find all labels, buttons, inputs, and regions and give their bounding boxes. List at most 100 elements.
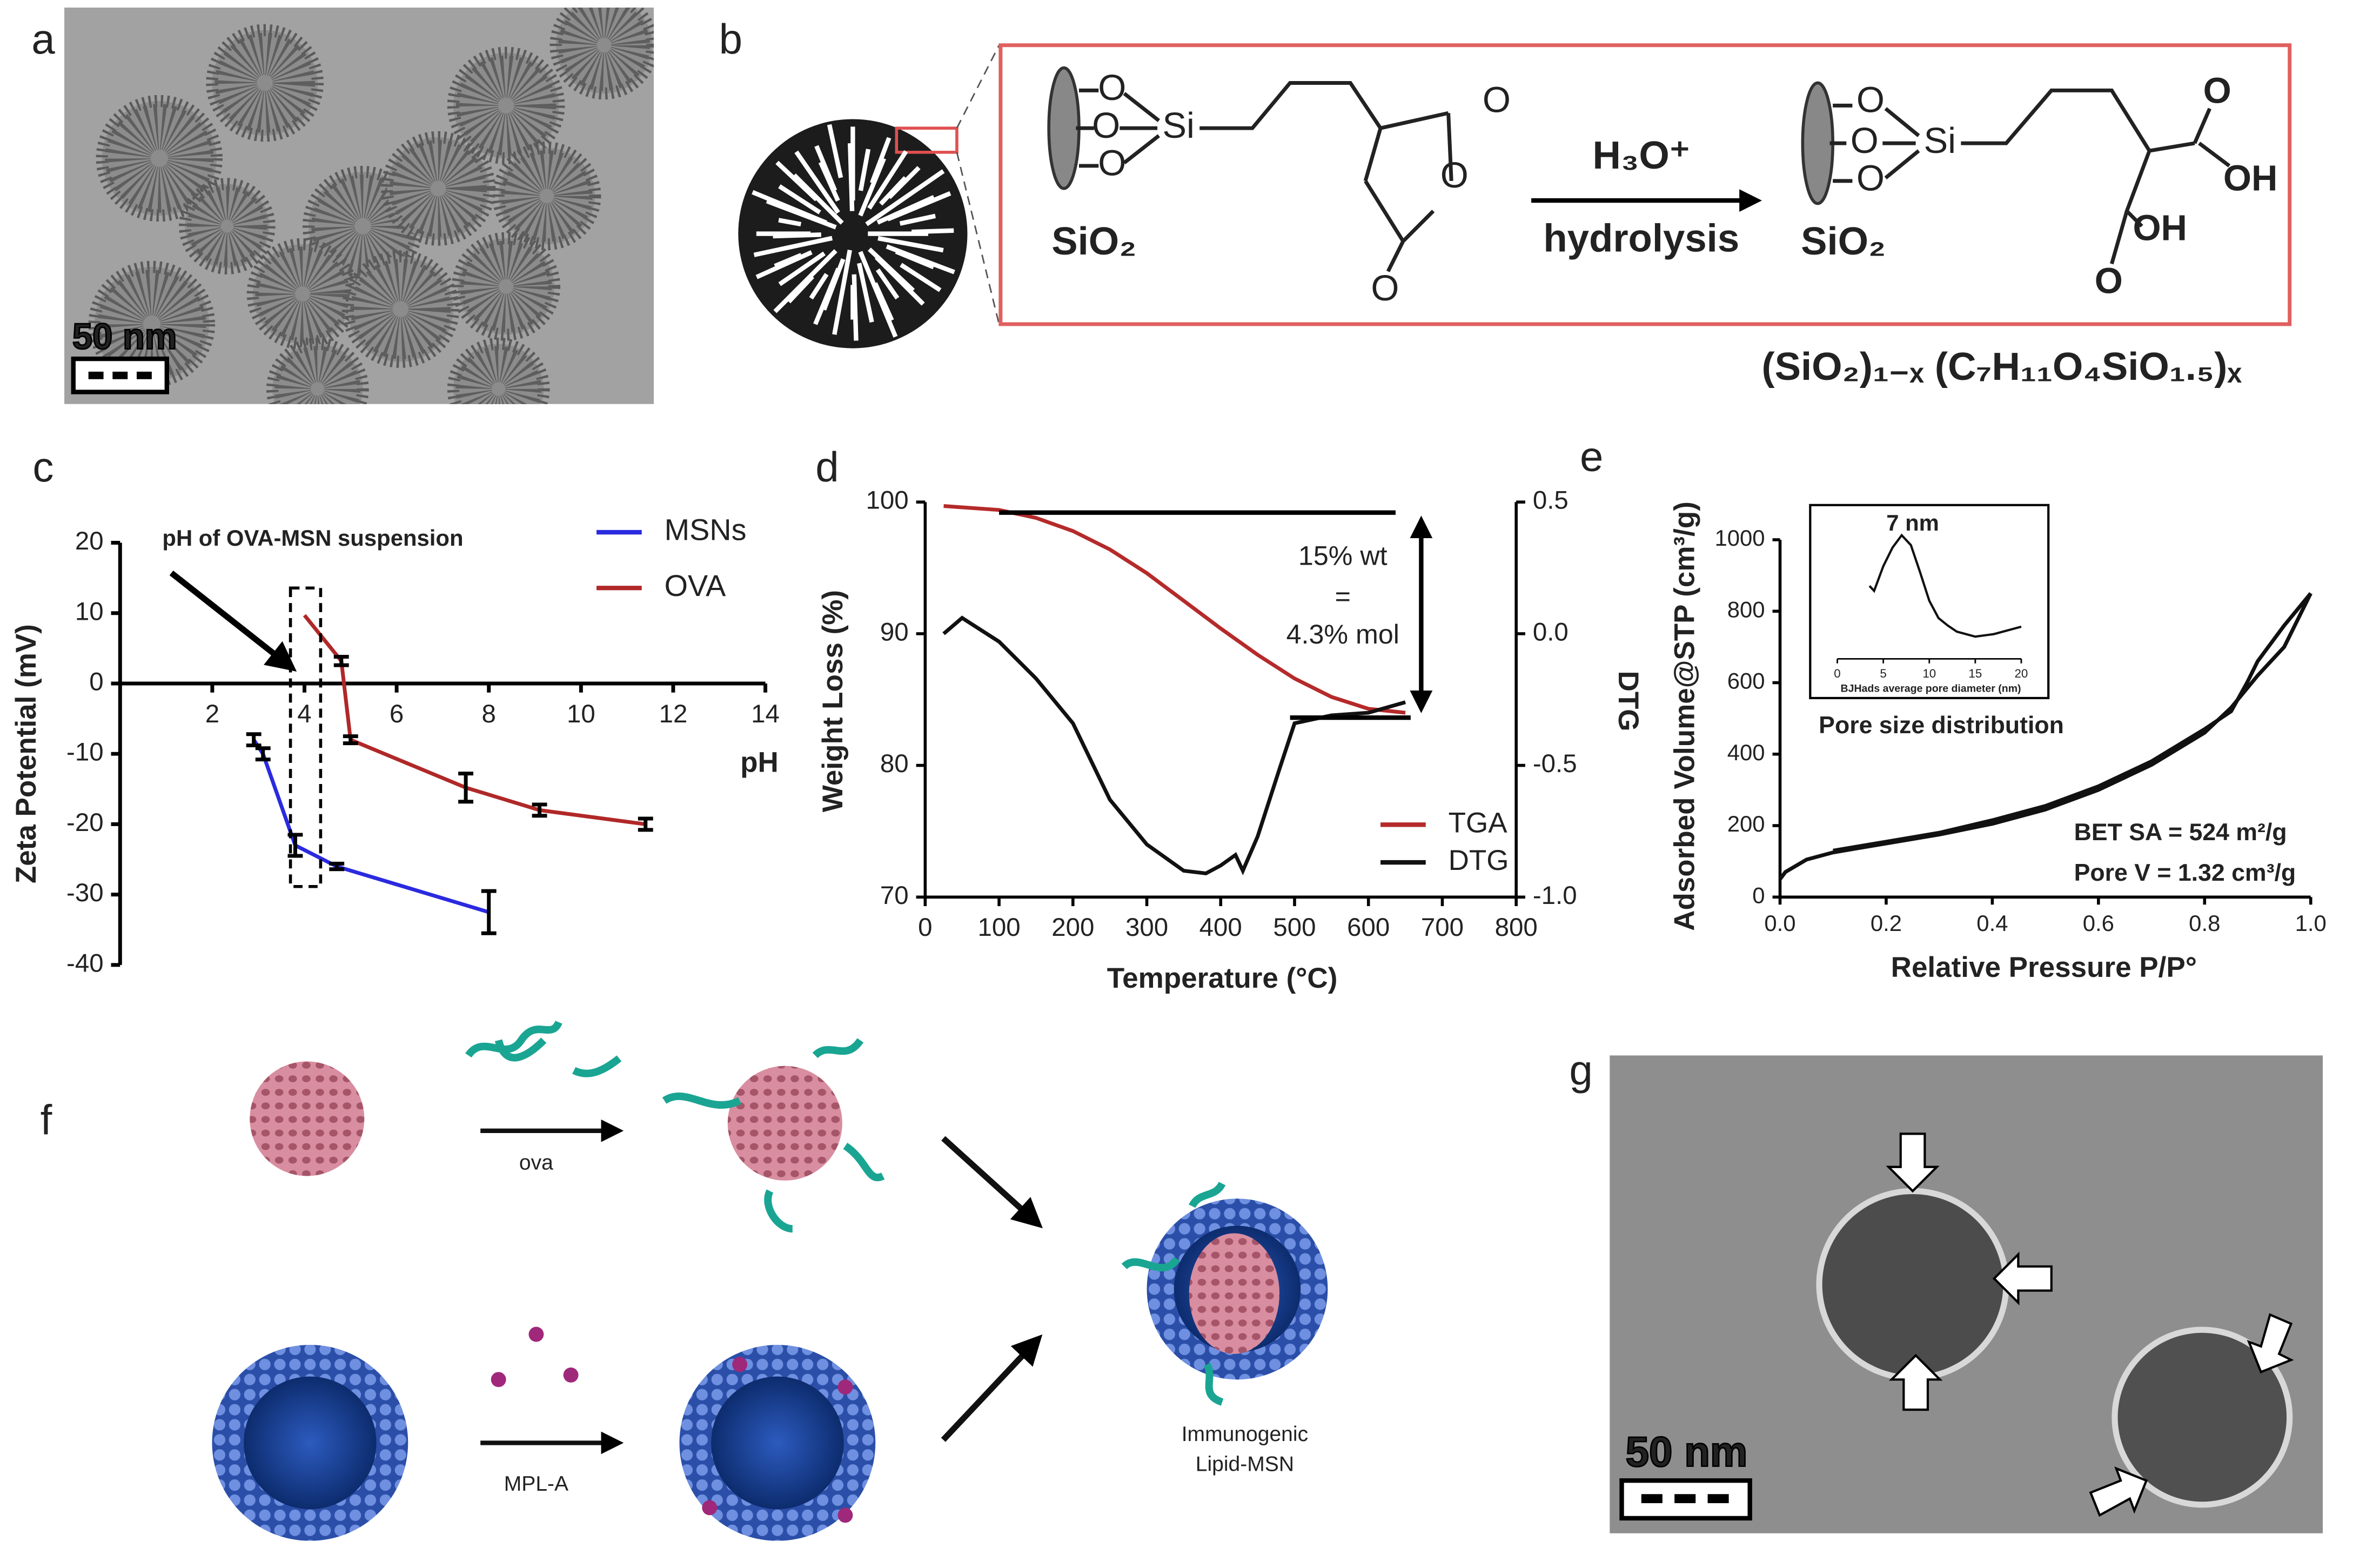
x-tick-label: 0.4 (1976, 910, 2008, 936)
x-tick-label: 1.0 (2295, 910, 2327, 936)
x-tick-label: 2 (205, 700, 219, 728)
legend-label: MSNs (665, 513, 747, 547)
pore-streak (858, 157, 886, 217)
atom-label: Si (1162, 105, 1195, 146)
particle-core (558, 7, 650, 91)
error-bar (481, 889, 497, 935)
panel-label: e (1580, 433, 1603, 480)
y2-tick-label: 0.5 (1533, 486, 1569, 515)
panel-label: a (31, 15, 55, 63)
particle-core (97, 270, 206, 379)
atom-label: O (1851, 120, 1879, 161)
atom-label: O (1371, 268, 1399, 309)
x-tick-label: 10 (1922, 667, 1936, 680)
particle-core (105, 104, 214, 213)
pore-streak (895, 249, 935, 270)
formula: (SiO₂)₁₋ₓ (C₇H₁₁O₄SiO₁.₅)ₓ (1761, 345, 2242, 388)
x-tick-label: 200 (1051, 913, 1094, 942)
annotation: BET SA = 524 m²/g (2074, 819, 2287, 846)
annotation-arrow (169, 570, 297, 672)
y-tick-label: 20 (75, 527, 104, 555)
pore-streak (794, 150, 840, 214)
x-tick-label: 400 (1199, 913, 1242, 942)
pore-streak (877, 236, 944, 253)
pore-streak (778, 251, 826, 286)
x-tick-label: 0.0 (1764, 910, 1795, 936)
error-bar (343, 734, 358, 746)
legend-label: TGA (1449, 807, 1508, 839)
y2-tick-label: -1.0 (1533, 881, 1577, 910)
x-tick-label: 0.8 (2189, 910, 2220, 936)
condition: hydrolysis (1543, 217, 1739, 260)
y-axis-label: Adsorbed Volume@STP (cm³/g) (1668, 501, 1700, 931)
pore-streak (900, 263, 942, 292)
product-label: Lipid-MSN (1196, 1453, 1294, 1476)
y-tick-label: -40 (66, 949, 104, 977)
pore-streak (755, 250, 813, 279)
x-tick-label: 15 (1968, 667, 1982, 680)
scale-bar-label: 50 nm (72, 317, 177, 357)
series-line (1778, 592, 2313, 881)
y-tick-label: 90 (880, 618, 909, 646)
pore-streak (752, 190, 828, 225)
pore-streak (875, 268, 900, 300)
x-tick-label: 10 (567, 700, 595, 728)
support-label: SiO₂ (1051, 219, 1136, 263)
y-tick-label: 10 (75, 597, 104, 626)
x-tick-label: 4 (297, 700, 311, 728)
x-tick-label: 300 (1125, 913, 1168, 942)
y-tick-label: 600 (1727, 668, 1765, 694)
pore-streak (814, 145, 837, 192)
y2-tick-label: -0.5 (1533, 749, 1577, 778)
error-bar (246, 732, 262, 748)
x-tick-label: 500 (1273, 913, 1316, 942)
tem-image-g (1610, 1055, 2323, 1533)
panel-label: g (1569, 1046, 1592, 1094)
product-label: Immunogenic (1182, 1423, 1308, 1446)
x-tick-label: 5 (1880, 667, 1886, 680)
y-tick-label: 800 (1727, 597, 1765, 622)
legend-label: OVA (665, 568, 726, 602)
atom-label: O (2203, 71, 2231, 111)
x-tick-label: 100 (978, 913, 1021, 942)
atom-label: O (1098, 68, 1126, 108)
error-bar (458, 772, 474, 804)
atom-label: OH (2133, 208, 2187, 249)
x-tick-label: 700 (1421, 913, 1464, 942)
x-tick-label: 12 (659, 700, 688, 728)
particle-core (187, 186, 267, 266)
error-bar (329, 861, 345, 872)
series-line (942, 615, 1406, 876)
y-tick-label: 0 (1752, 882, 1765, 908)
inset-title: Pore size distribution (1819, 712, 2064, 739)
pore-streak (887, 191, 951, 222)
atom-label: OH (2223, 158, 2277, 199)
y2-axis-label: DTG (1612, 671, 1644, 732)
error-bar (333, 655, 349, 667)
y-tick-label: 200 (1727, 811, 1765, 836)
x-tick-label: 0 (918, 913, 932, 942)
pore-streak (865, 169, 945, 226)
tem-image-a (64, 7, 654, 404)
x-tick-label: 0.2 (1871, 910, 1902, 936)
annotation: Pore V = 1.32 cm³/g (2074, 860, 2296, 886)
atom-label: O (1483, 79, 1511, 120)
atom-label: O (2095, 260, 2123, 301)
particle-core (501, 150, 593, 242)
particle-core (255, 246, 350, 341)
x-tick-label: 20 (2015, 667, 2028, 680)
pore-streak (857, 263, 874, 323)
pore-streak (774, 253, 802, 269)
atom-label: O (1098, 143, 1126, 184)
x-axis-label: BJHads average pore diameter (nm) (1840, 682, 2021, 694)
pore-streak (753, 236, 833, 257)
annotation: 7 nm (1886, 510, 1939, 535)
x-tick-label: 6 (390, 700, 404, 728)
step-label: ova (519, 1151, 553, 1174)
pore-streak (874, 255, 925, 306)
x-tick-label: 0.6 (2083, 910, 2114, 936)
y2-tick-label: 0.0 (1533, 618, 1569, 646)
error-bar (255, 746, 271, 762)
pore-streak (809, 273, 829, 300)
pore-streak (778, 218, 802, 227)
